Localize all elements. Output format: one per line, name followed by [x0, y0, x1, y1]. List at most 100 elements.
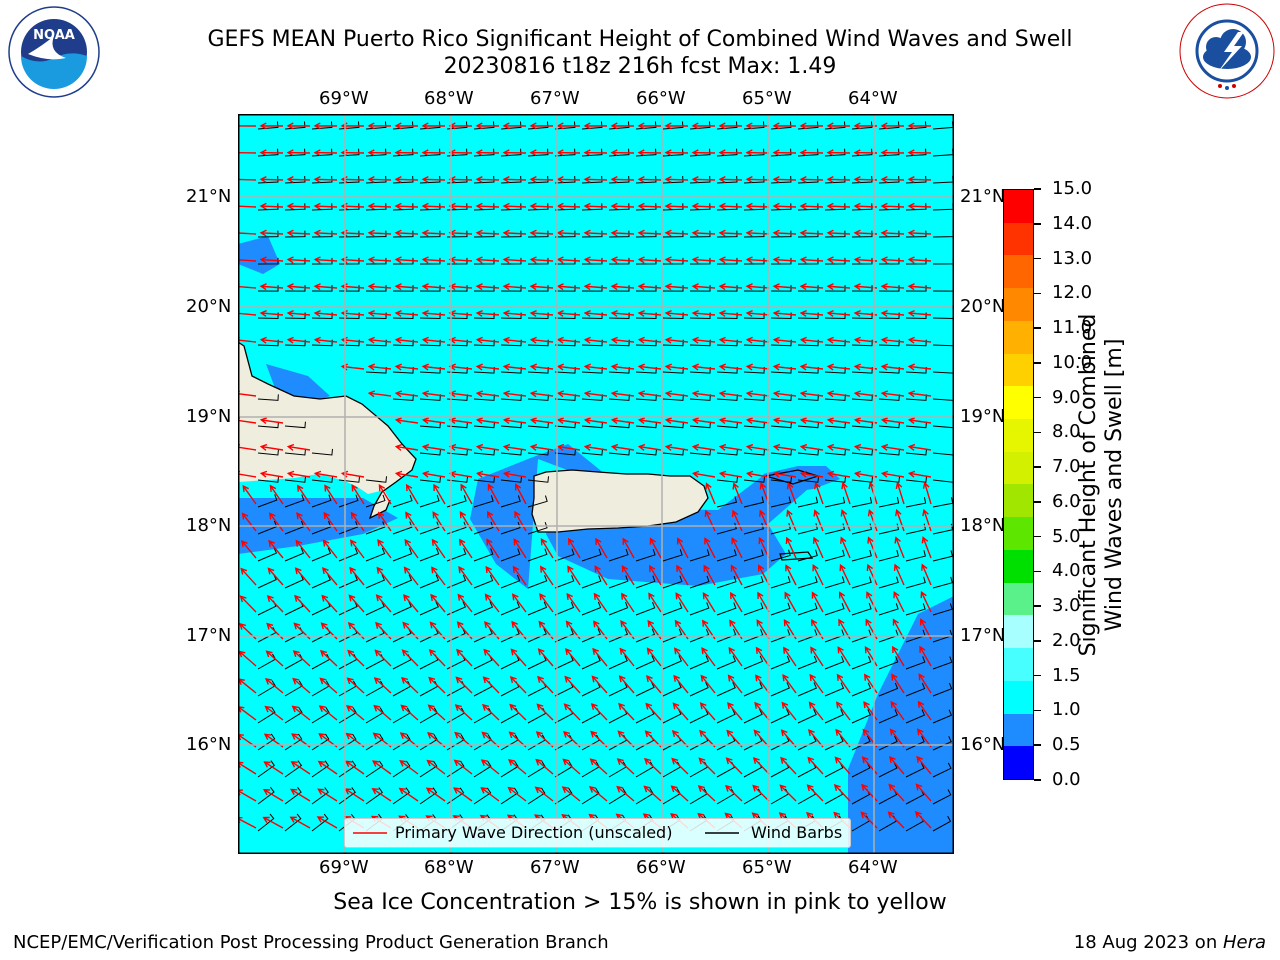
wind-barb — [743, 655, 764, 670]
wave-direction-arrow — [458, 538, 473, 559]
wave-direction-arrow — [691, 443, 716, 451]
wind-barb — [851, 148, 873, 157]
wind-barb — [743, 522, 764, 535]
wind-barb — [662, 628, 683, 643]
wind-barb — [473, 495, 494, 508]
wind-barb — [473, 548, 494, 562]
colorbar-tick-label: 13.0 — [1052, 247, 1093, 269]
wind-barb — [581, 654, 601, 670]
wave-direction-arrow — [373, 677, 392, 694]
wave-direction-arrow — [313, 470, 338, 478]
wave-direction-arrow — [394, 390, 419, 398]
wind-barb — [797, 602, 818, 616]
colorbar-tick-label: 5.0 — [1052, 525, 1081, 547]
wave-direction-arrow — [718, 175, 743, 183]
wave-direction-arrow — [637, 390, 662, 398]
wave-direction-arrow — [840, 509, 851, 532]
wind-barb — [878, 257, 900, 265]
wave-direction-arrow — [745, 202, 770, 210]
wind-barb — [851, 656, 872, 670]
wave-direction-arrow — [321, 594, 338, 613]
wind-barb — [284, 448, 306, 456]
wind-barb — [905, 476, 928, 483]
wave-direction-arrow — [637, 417, 662, 425]
wind-barb — [851, 576, 872, 589]
wave-direction-arrow — [324, 484, 338, 505]
wave-direction-arrow — [618, 702, 635, 721]
wind-barb — [905, 762, 925, 778]
wave-direction-arrow — [268, 512, 284, 532]
wave-direction-arrow — [259, 149, 284, 157]
wave-direction-arrow — [799, 443, 824, 451]
wind-barb — [716, 549, 737, 562]
wind-barb — [419, 148, 441, 157]
wind-barb — [311, 521, 332, 535]
wind-barb — [905, 603, 926, 616]
wind-barb — [257, 175, 279, 184]
wind-barb — [878, 421, 900, 429]
wind-barb — [500, 521, 521, 535]
wave-direction-arrow — [421, 202, 446, 210]
wind-barb — [419, 421, 441, 429]
wave-direction-arrow — [564, 675, 581, 694]
wind-barb — [284, 494, 305, 508]
wind-barb — [419, 476, 442, 483]
wave-direction-arrow — [286, 443, 311, 451]
wave-direction-arrow — [915, 783, 932, 802]
wave-direction-arrow — [259, 336, 284, 344]
wave-direction-arrow — [259, 175, 284, 183]
wave-direction-arrow — [922, 481, 932, 505]
wave-direction-arrow — [583, 229, 608, 237]
colorbar-tick-mark — [1034, 396, 1041, 399]
low-wave-region — [238, 236, 280, 274]
wave-direction-arrow — [475, 229, 500, 237]
wind-barb — [743, 230, 765, 238]
wave-direction-arrow — [566, 592, 581, 613]
wave-direction-arrow — [502, 309, 527, 317]
wind-barb — [797, 629, 818, 643]
wave-direction-arrow — [475, 202, 500, 210]
wave-direction-arrow — [264, 678, 284, 694]
wind-barb — [851, 709, 871, 724]
wind-barb — [824, 682, 845, 697]
wave-direction-arrow — [808, 701, 824, 721]
wave-direction-arrow — [880, 122, 905, 130]
wind-barb — [716, 575, 737, 589]
wind-barb — [635, 628, 656, 643]
wave-direction-arrow — [259, 283, 284, 291]
wave-direction-arrow — [583, 336, 608, 344]
wind-barb — [635, 230, 657, 238]
wave-direction-arrow — [697, 785, 716, 802]
wave-direction-arrow — [799, 175, 824, 183]
wind-barb — [824, 735, 844, 751]
wave-direction-arrow — [351, 484, 365, 505]
wind-barb — [500, 628, 520, 643]
colorbar-tick-mark — [1034, 431, 1041, 434]
wind-barb — [419, 787, 438, 805]
wind-barb — [662, 655, 682, 670]
wind-barb — [608, 394, 630, 401]
wave-direction-arrow — [421, 417, 446, 425]
wave-direction-arrow — [812, 536, 824, 559]
wind-barb — [527, 448, 549, 456]
wind-barb — [716, 496, 738, 508]
wind-barb — [365, 494, 386, 508]
wind-barb — [905, 656, 926, 670]
wind-barb — [770, 655, 791, 670]
wind-barb — [797, 448, 819, 456]
wind-barb — [716, 628, 737, 643]
wave-direction-arrow — [699, 702, 716, 721]
wave-direction-arrow — [502, 202, 527, 210]
wave-direction-arrow — [242, 484, 257, 505]
colorbar-label-line2: Wind Waves and Swell [m] — [1102, 338, 1127, 632]
wind-barb — [932, 762, 952, 778]
wind-barb — [284, 760, 303, 778]
wave-direction-arrow — [785, 564, 797, 586]
wind-barb — [527, 628, 547, 643]
wave-direction-arrow — [448, 229, 473, 237]
wind-barb — [500, 230, 522, 238]
wind-barb — [419, 574, 440, 589]
wave-direction-arrow — [892, 645, 905, 667]
wave-direction-arrow — [745, 443, 770, 451]
wave-direction-arrow — [907, 363, 932, 371]
